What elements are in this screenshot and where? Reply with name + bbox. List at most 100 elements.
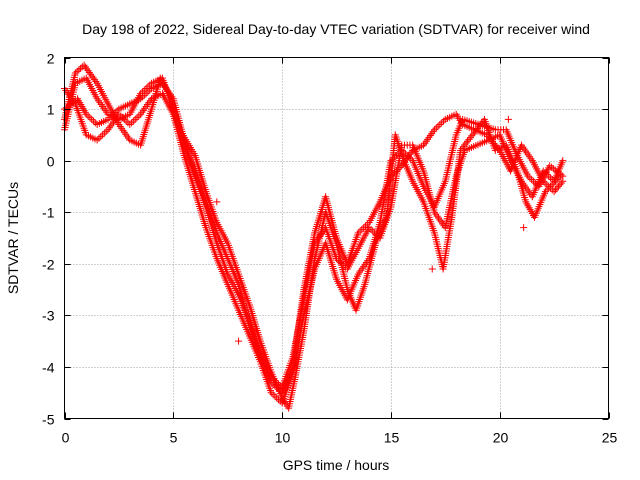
track-d-point	[543, 181, 551, 189]
track-d-point	[439, 117, 447, 125]
track-d-point	[396, 164, 404, 172]
grid-lines	[64, 57, 609, 419]
track-c-point	[97, 133, 105, 141]
y-tick-label: 0	[47, 154, 55, 170]
y-tick-label: -3	[42, 308, 55, 324]
track-d-point	[137, 90, 145, 98]
track-d-point	[394, 165, 402, 173]
x-tick-label: 0	[62, 430, 70, 446]
track-d-point	[491, 141, 499, 149]
track-d-point	[142, 84, 150, 92]
outlier-point	[428, 265, 436, 273]
track-c-point	[267, 389, 275, 397]
track-c-point	[126, 121, 134, 129]
track-a-point	[541, 188, 549, 196]
x-tick-label: 25	[602, 430, 618, 446]
track-c-point	[528, 176, 536, 184]
x-tick-label: 10	[275, 430, 291, 446]
track-c-point	[99, 131, 107, 139]
track-b-point	[334, 256, 342, 264]
track-d-point	[488, 138, 496, 146]
y-tick-label: -5	[42, 412, 55, 428]
track-d-point	[483, 131, 491, 139]
track-c-point	[394, 150, 402, 158]
outlier-point	[235, 337, 243, 345]
track-c-point	[400, 148, 408, 156]
x-tick-label: 20	[493, 430, 509, 446]
track-a-point	[462, 139, 470, 147]
track-a-point	[88, 72, 96, 80]
track-c-point	[122, 117, 130, 125]
x-axis-label: GPS time / hours	[283, 457, 390, 473]
x-tick-label: 5	[170, 430, 178, 446]
track-d-point	[362, 222, 370, 230]
track-a-point	[458, 145, 466, 153]
track-b-point	[336, 258, 344, 266]
track-c-point	[131, 115, 139, 123]
track-a-point	[77, 64, 85, 72]
y-tick-label: 2	[47, 51, 55, 67]
track-c-point	[529, 177, 537, 185]
data-points	[61, 61, 567, 412]
track-a-point	[464, 137, 472, 145]
track-d-point	[432, 124, 440, 132]
y-axis-label: SDTVAR / TECUs	[5, 182, 21, 294]
track-c-point	[389, 155, 397, 163]
track-d-point	[545, 182, 553, 190]
track-a-point	[84, 67, 92, 75]
track-b-point	[91, 119, 99, 127]
track-d-point	[494, 145, 502, 153]
track-a-point	[459, 143, 467, 151]
track-c-point	[93, 136, 101, 144]
track-d-point	[493, 143, 501, 151]
track-d-point	[554, 182, 562, 190]
track-c-point	[135, 112, 143, 120]
track-c-point	[526, 174, 534, 182]
track-b-point	[111, 109, 119, 117]
track-c-point	[391, 153, 399, 161]
axis-ticks: 0 5 10 15 20 25 -5 -4 -3 -2 -1 0 1 2	[42, 51, 617, 446]
track-d-point	[358, 225, 366, 233]
track-c-point	[102, 127, 110, 135]
track-d-point	[144, 83, 152, 91]
outlier-point	[504, 115, 512, 123]
track-b-point	[88, 115, 96, 123]
track-d-point	[274, 385, 282, 393]
track-d-point	[559, 177, 567, 185]
track-c-point	[392, 151, 400, 159]
track-d-point	[354, 229, 362, 237]
track-b-point	[86, 114, 94, 122]
track-a-point	[466, 134, 474, 142]
track-b-point	[340, 262, 348, 270]
track-b-point	[546, 174, 554, 182]
track-d-point	[392, 167, 400, 175]
track-c-point	[531, 179, 539, 187]
track-b-point	[333, 255, 340, 263]
track-a-point	[87, 70, 95, 78]
track-d-point	[360, 224, 368, 232]
track-d-point	[550, 188, 558, 196]
track-a-point	[83, 65, 91, 73]
track-b-point	[84, 112, 92, 120]
track-d-point	[436, 121, 444, 129]
track-c-point	[387, 157, 395, 165]
track-d-point	[138, 88, 146, 96]
track-a-point	[91, 76, 99, 84]
track-d-point	[552, 186, 560, 194]
track-d-point	[553, 184, 561, 192]
track-c-point	[129, 117, 137, 125]
track-a-point	[73, 67, 81, 75]
track-d-point	[140, 86, 148, 94]
track-a-point	[71, 69, 79, 77]
outlier-point	[213, 198, 221, 206]
track-a-point	[92, 77, 100, 85]
track-c-point	[273, 394, 281, 402]
track-a-point	[465, 135, 473, 143]
track-d-point	[269, 380, 277, 388]
track-d-point	[267, 378, 275, 386]
track-a-point	[75, 66, 83, 74]
track-d-point	[557, 179, 565, 187]
track-a-point	[81, 63, 89, 71]
track-c-point	[274, 396, 282, 404]
track-b-point	[82, 110, 90, 118]
